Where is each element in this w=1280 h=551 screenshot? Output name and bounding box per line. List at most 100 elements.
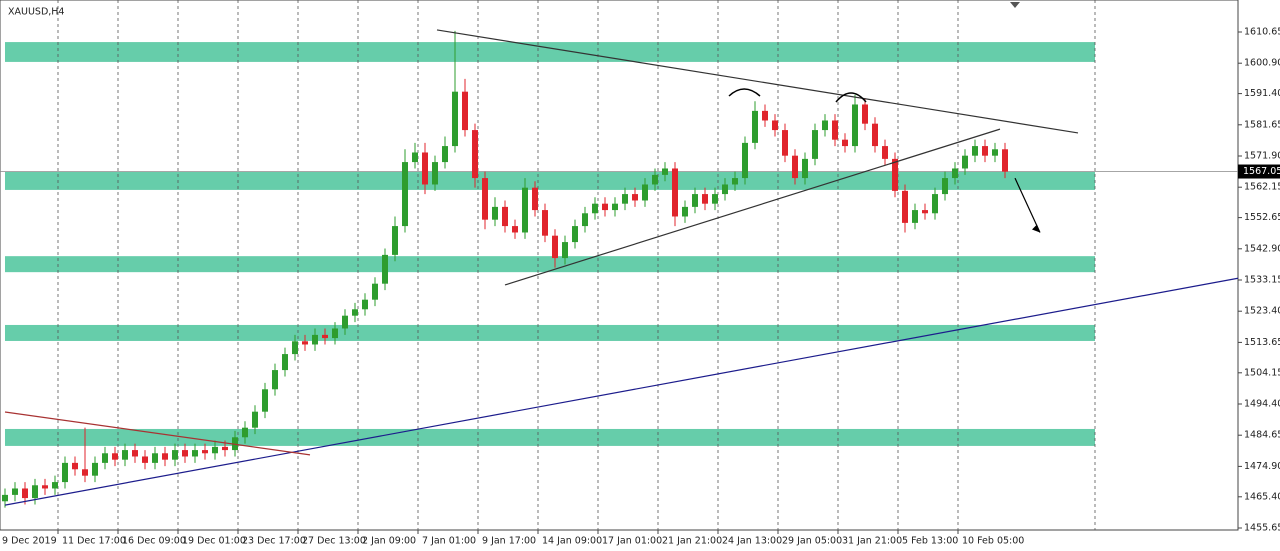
candle-body bbox=[862, 104, 868, 124]
chart-title: XAUUSD,H4 bbox=[8, 7, 64, 18]
candle-body bbox=[782, 130, 788, 156]
candle-body bbox=[192, 450, 198, 457]
x-tick-label: 23 Dec 17:00 bbox=[242, 536, 306, 547]
candle-body bbox=[572, 226, 578, 243]
x-tick-label: 9 Dec 2019 bbox=[2, 536, 57, 547]
candle-body bbox=[632, 194, 638, 201]
candle-body bbox=[442, 146, 448, 163]
candle-body bbox=[562, 242, 568, 259]
candle-body bbox=[962, 155, 968, 169]
zone bbox=[5, 256, 1095, 273]
x-tick-label: 21 Jan 21:00 bbox=[662, 536, 722, 547]
y-tick-label: 1542.90 bbox=[1244, 243, 1280, 254]
candle-body bbox=[512, 226, 518, 233]
candle-body bbox=[282, 354, 288, 371]
candle-body bbox=[612, 203, 618, 211]
x-tick-label: 17 Jan 01:00 bbox=[602, 536, 662, 547]
candle-body bbox=[992, 149, 998, 156]
y-tick-label: 1600.90 bbox=[1244, 58, 1280, 69]
zone bbox=[5, 172, 1095, 190]
x-tick-label: 11 Dec 17:00 bbox=[62, 536, 126, 547]
candle-body bbox=[692, 194, 698, 207]
candle-body bbox=[722, 184, 728, 195]
candle-body bbox=[532, 187, 538, 211]
candle-body bbox=[182, 450, 188, 457]
x-tick-label: 31 Jan 21:00 bbox=[842, 536, 902, 547]
x-tick-label: 2 Jan 09:00 bbox=[362, 536, 416, 547]
current-price-box bbox=[1238, 164, 1280, 179]
candle-body bbox=[172, 450, 178, 460]
candle-body bbox=[52, 482, 58, 489]
candle-body bbox=[272, 370, 278, 390]
candle-body bbox=[212, 446, 218, 454]
candle-body bbox=[262, 389, 268, 412]
y-tick-label: 1533.15 bbox=[1244, 275, 1280, 286]
candle-body bbox=[922, 210, 928, 214]
x-tick-label: 24 Jan 13:00 bbox=[722, 536, 782, 547]
x-tick-label: 9 Jan 17:00 bbox=[482, 536, 536, 547]
candle-body bbox=[92, 462, 98, 476]
candle-body bbox=[452, 91, 458, 147]
candle-body bbox=[982, 146, 988, 156]
trend-line bbox=[4, 411, 311, 456]
shift-marker bbox=[1010, 2, 1020, 8]
candle-body bbox=[22, 488, 28, 499]
candle-body bbox=[842, 139, 848, 147]
y-tick-label: 1494.40 bbox=[1244, 399, 1280, 410]
candle-body bbox=[432, 162, 438, 185]
x-tick-label: 7 Jan 01:00 bbox=[422, 536, 476, 547]
candle-body bbox=[902, 190, 908, 223]
y-tick-label: 1610.65 bbox=[1244, 27, 1280, 38]
y-tick-label: 1552.65 bbox=[1244, 212, 1280, 223]
candle-body bbox=[332, 328, 338, 339]
candle-body bbox=[102, 453, 108, 463]
candle-body bbox=[232, 437, 238, 451]
candle-body bbox=[162, 453, 168, 460]
candle-body bbox=[702, 194, 708, 204]
candle-body bbox=[732, 178, 738, 185]
trend-line bbox=[436, 29, 1079, 134]
zone bbox=[5, 42, 1095, 62]
candle-body bbox=[132, 450, 138, 457]
candle-body bbox=[2, 494, 8, 502]
x-tick-label: 5 Feb 13:00 bbox=[902, 536, 958, 547]
candle-body bbox=[932, 194, 938, 214]
candle-body bbox=[462, 91, 468, 131]
candle-body bbox=[32, 485, 38, 499]
candle-body bbox=[152, 453, 158, 463]
candle-body bbox=[472, 130, 478, 179]
zone bbox=[5, 324, 1095, 341]
candle-body bbox=[402, 162, 408, 227]
candle-body bbox=[582, 213, 588, 227]
y-tick-label: 1523.40 bbox=[1244, 306, 1280, 317]
trend-line bbox=[1014, 177, 1041, 233]
candle-body bbox=[392, 226, 398, 255]
zone bbox=[5, 428, 1095, 446]
candle-body bbox=[822, 120, 828, 131]
x-tick-label: 19 Dec 01:00 bbox=[182, 536, 246, 547]
candle-body bbox=[752, 110, 758, 143]
candle-body bbox=[372, 283, 378, 300]
candle-body bbox=[202, 450, 208, 454]
candle-body bbox=[382, 254, 388, 284]
y-tick-label: 1581.65 bbox=[1244, 119, 1280, 130]
x-tick-label: 14 Jan 09:00 bbox=[542, 536, 602, 547]
candle-body bbox=[792, 155, 798, 179]
candle-body bbox=[742, 142, 748, 179]
candle-body bbox=[352, 309, 358, 316]
y-tick-label: 1465.40 bbox=[1244, 491, 1280, 502]
candle-body bbox=[622, 194, 628, 204]
candle-body bbox=[42, 485, 48, 489]
candle-body bbox=[222, 446, 228, 451]
trend-line bbox=[4, 277, 1239, 506]
candle-body bbox=[762, 110, 768, 121]
candle-body bbox=[322, 334, 328, 339]
candle-body bbox=[872, 123, 878, 147]
candle-body bbox=[952, 168, 958, 179]
candle-body bbox=[522, 187, 528, 233]
candle-body bbox=[112, 453, 118, 460]
candle-body bbox=[1002, 149, 1008, 172]
peak-arcs bbox=[728, 88, 867, 103]
candle-body bbox=[652, 174, 658, 185]
